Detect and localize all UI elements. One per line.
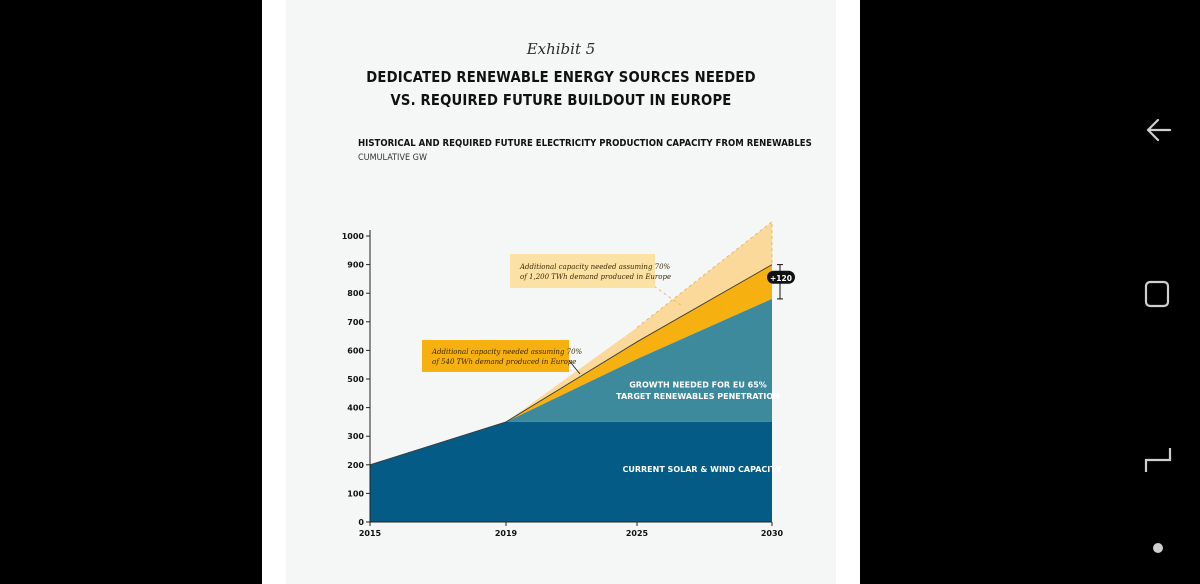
dot-icon [1153, 543, 1163, 553]
line-540-twh [369, 264, 773, 466]
chart-title-line2: VS. REQUIRED FUTURE BUILDOUT IN EUROPE [390, 91, 732, 109]
chart-unit-label: CUMULATIVE GW [358, 153, 427, 163]
y-tick-label-0: 0 [358, 518, 364, 527]
callout-540-line1: Additional capacity needed assuming 70% [431, 348, 583, 356]
right-letterbox [860, 0, 1200, 584]
exhibit-label: Exhibit 5 [526, 40, 596, 58]
chart-subtitle: HISTORICAL AND REQUIRED FUTURE ELECTRICI… [358, 138, 812, 149]
document-page: Exhibit 5 DEDICATED RENEWABLE ENERGY SOU… [262, 0, 860, 584]
y-tick-label-1000: 1000 [342, 232, 365, 241]
y-tick-label-800: 800 [347, 289, 364, 298]
callout-540-box [422, 340, 569, 372]
y-tick-label-900: 900 [347, 261, 364, 270]
left-letterbox [0, 0, 262, 584]
delta-badge [767, 270, 795, 284]
area-current-capacity [370, 421, 772, 522]
y-tick-label-700: 700 [347, 318, 364, 327]
callout-1200-box [510, 254, 655, 288]
label-current-capacity: CURRENT SOLAR & WIND CAPACITY [622, 465, 781, 474]
x-tick-label-2019: 2019 [495, 529, 518, 538]
callout-540-leader [566, 357, 581, 375]
label-growth-line2: TARGET RENEWABLES PENETRATION [616, 392, 780, 401]
x-tick-label-2015: 2015 [359, 529, 382, 538]
callout-1200-line2: of 1,200 TWh demand produced in Europe [520, 273, 671, 281]
y-tick-label-600: 600 [347, 346, 364, 355]
y-tick-label-400: 400 [347, 404, 364, 413]
back-icon[interactable] [1140, 112, 1176, 148]
x-tick-label-2025: 2025 [626, 529, 649, 538]
area-growth-needed [370, 298, 772, 465]
area-chart: 0 100 200 300 400 500 600 700 800 900 1000 2015 2019… [342, 220, 795, 538]
delta-label: +120 [770, 274, 792, 283]
callout-1200-line1: Additional capacity needed assuming 70% [519, 263, 671, 271]
y-tick-label-200: 200 [347, 461, 364, 470]
callout-540-line2: of 540 TWh demand produced in Europe [432, 358, 576, 366]
y-tick-label-300: 300 [347, 432, 364, 441]
recents-icon[interactable] [1142, 440, 1176, 476]
x-tick-label-2030: 2030 [761, 529, 784, 538]
y-tick-label-500: 500 [347, 375, 364, 384]
y-tick-label-100: 100 [347, 489, 364, 498]
home-icon[interactable] [1142, 278, 1174, 310]
label-growth-line1: GROWTH NEEDED FOR EU 65% [629, 381, 767, 390]
line-1200-twh-dashed [636, 220, 773, 328]
chart-title-line1: DEDICATED RENEWABLE ENERGY SOURCES NEEDE… [366, 68, 756, 86]
